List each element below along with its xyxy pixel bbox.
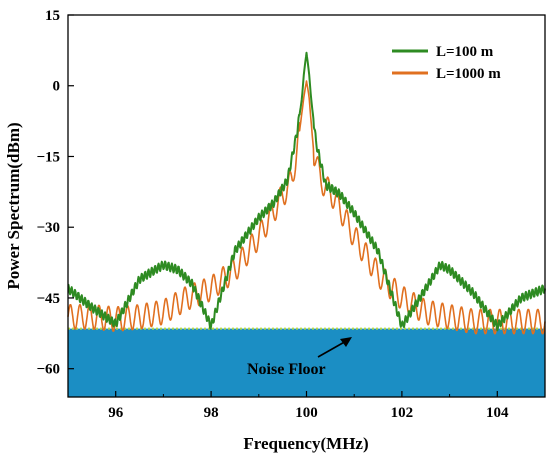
legend-label-1: L=100 m xyxy=(436,44,494,60)
y-tick-label: 0 xyxy=(53,79,61,95)
y-tick-label: 15 xyxy=(45,8,60,24)
legend-label-2: L=1000 m xyxy=(436,66,501,82)
series-line-1 xyxy=(67,51,546,332)
x-tick-label: 104 xyxy=(486,405,509,421)
noise-floor-arrowhead xyxy=(340,337,352,347)
y-tick-label: −30 xyxy=(36,220,60,236)
y-tick-label: −15 xyxy=(36,149,60,165)
noise-floor-label: Noise Floor xyxy=(247,361,326,378)
series-line-2 xyxy=(67,80,546,335)
noise-floor-region xyxy=(68,328,545,397)
x-tick-label: 98 xyxy=(204,405,219,421)
y-tick-label: −60 xyxy=(36,362,60,378)
x-tick-label: 100 xyxy=(295,405,318,421)
y-axis-label: Power Spectrum(dBm) xyxy=(4,122,23,289)
y-tick-label: −45 xyxy=(36,291,60,307)
x-tick-label: 102 xyxy=(391,405,414,421)
x-axis-label: Frequency(MHz) xyxy=(243,434,368,453)
x-tick-label: 96 xyxy=(108,405,124,421)
